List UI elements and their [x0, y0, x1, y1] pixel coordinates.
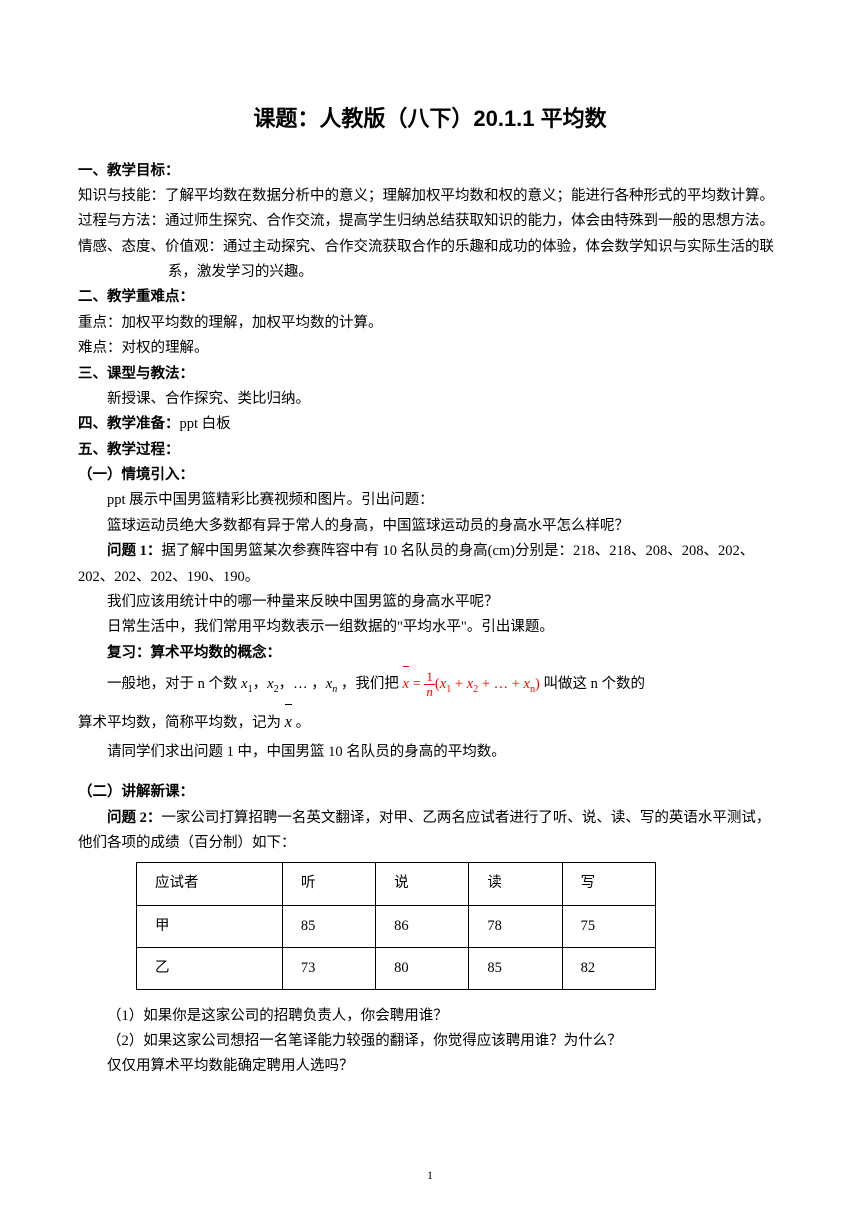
col-write: 写	[562, 863, 655, 905]
intro-p1: ppt 展示中国男篮精彩比赛视频和图片。引出问题：	[78, 488, 782, 513]
intro-p4: 日常生活中，我们常用平均数表示一组数据的"平均水平"。引出课题。	[78, 615, 782, 640]
difficulty-point: 难点：对权的理解。	[78, 336, 782, 361]
table-header-row: 应试者 听 说 读 写	[137, 863, 656, 905]
table-row: 甲 85 86 78 75	[137, 905, 656, 947]
xbar-symbol: x	[403, 666, 409, 704]
cell: 85	[282, 905, 375, 947]
cell: 82	[562, 948, 655, 990]
xbar-symbol-2: x	[285, 704, 292, 741]
question-1-label: 问题 1：	[107, 543, 161, 559]
subquestion-3: 仅仅用算术平均数能确定聘用人选吗？	[78, 1054, 782, 1079]
mean-desc: 算术平均数，简称平均数，记为	[78, 715, 281, 731]
mean-formula: x = 1n(x1 + x2 + … + xn)	[403, 676, 544, 692]
cell: 75	[562, 905, 655, 947]
section-5-heading: 五、教学过程：	[78, 438, 782, 463]
formula-mid: ，我们把	[341, 676, 399, 692]
section-3: 三、课型与教法：	[78, 362, 782, 387]
page-number: 1	[427, 1165, 433, 1186]
section-3-heading: 三、课型与教法：	[78, 366, 194, 382]
formula-intro: 一般地，对于 n 个数	[107, 676, 238, 692]
score-table: 应试者 听 说 读 写 甲 85 86 78 75 乙 73 80 85 82	[136, 862, 656, 990]
process-method: 过程与方法：通过师生探究、合作交流，提高学生归纳总结获取知识的能力，体会由特殊到…	[78, 209, 782, 234]
section-2-heading: 二、教学重难点：	[78, 285, 782, 310]
prep-content: ppt 白板	[180, 416, 231, 432]
col-speak: 说	[376, 863, 469, 905]
section-5-2-heading: （二）讲解新课：	[78, 780, 782, 805]
question-1: 问题 1：据了解中国男篮某次参赛阵容中有 10 名队员的身高(cm)分别是：21…	[78, 539, 782, 590]
table-row: 乙 73 80 85 82	[137, 948, 656, 990]
section-5-1-heading: （一）情境引入：	[78, 463, 782, 488]
section-4: 四、教学准备：ppt 白板	[78, 412, 782, 437]
cell: 73	[282, 948, 375, 990]
course-type-method: 新授课、合作探究、类比归纳。	[78, 387, 782, 412]
subquestion-1: （1）如果你是这家公司的招聘负责人，你会聘用谁？	[78, 1004, 782, 1029]
intro-p3: 我们应该用统计中的哪一种量来反映中国男篮的身高水平呢？	[78, 590, 782, 615]
question-2-text: 一家公司打算招聘一名英文翻译，对甲、乙两名应试者进行了听、说、读、写的英语水平测…	[78, 810, 770, 851]
intro-p2: 篮球运动员绝大多数都有异于常人的身高，中国篮球运动员的身高水平怎么样呢？	[78, 514, 782, 539]
col-candidate: 应试者	[137, 863, 283, 905]
formula-line: 一般地，对于 n 个数 x1，x2，… ，xn ，我们把 x = 1n(x1 +…	[78, 666, 782, 704]
col-read: 读	[469, 863, 562, 905]
cell: 乙	[137, 948, 283, 990]
cell: 80	[376, 948, 469, 990]
formula-end: 叫做这 n 个数的	[544, 676, 646, 692]
section-4-heading: 四、教学准备：	[78, 416, 180, 432]
cell: 甲	[137, 905, 283, 947]
col-listen: 听	[282, 863, 375, 905]
exercise-prompt: 请同学们求出问题 1 中，中国男篮 10 名队员的身高的平均数。	[78, 740, 782, 765]
question-2: 问题 2：一家公司打算招聘一名英文翻译，对甲、乙两名应试者进行了听、说、读、写的…	[78, 806, 782, 857]
formula-conclusion: 算术平均数，简称平均数，记为 x 。	[78, 704, 782, 741]
attitude-value: 情感、态度、价值观：通过主动探究、合作交流获取合作的乐趣和成功的体验，体会数学知…	[78, 235, 782, 286]
page-title: 课题：人教版（八下）20.1.1 平均数	[78, 100, 782, 139]
review-heading: 复习：算术平均数的概念：	[78, 641, 782, 666]
question-2-label: 问题 2：	[107, 810, 161, 826]
cell: 78	[469, 905, 562, 947]
question-1-text: 据了解中国男篮某次参赛阵容中有 10 名队员的身高(cm)分别是：218、218…	[78, 543, 754, 584]
subquestion-2: （2）如果这家公司想招一名笔译能力较强的翻译，你觉得应该聘用谁？为什么？	[78, 1029, 782, 1054]
knowledge-skill: 知识与技能：了解平均数在数据分析中的意义；理解加权平均数和权的意义；能进行各种形…	[78, 184, 782, 209]
mean-desc-end: 。	[296, 715, 311, 731]
key-point: 重点：加权平均数的理解，加权平均数的计算。	[78, 311, 782, 336]
section-1-heading: 一、教学目标：	[78, 159, 782, 184]
cell: 86	[376, 905, 469, 947]
cell: 85	[469, 948, 562, 990]
